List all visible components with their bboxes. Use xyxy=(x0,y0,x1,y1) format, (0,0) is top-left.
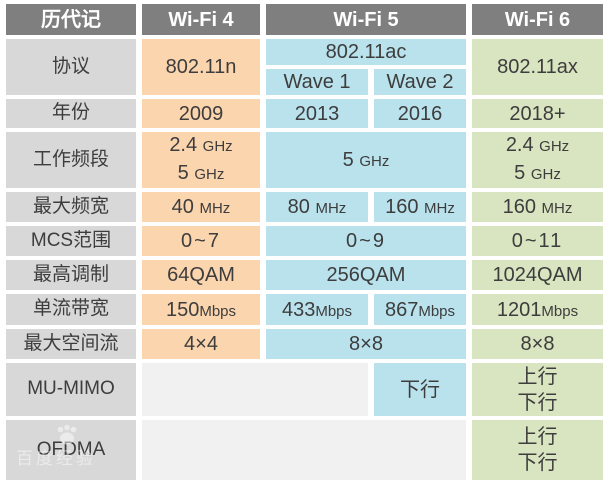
cell-spatial-wifi4: 4×4 xyxy=(142,329,260,359)
cell-mcs-wifi5: 0~9 xyxy=(266,226,466,256)
band-wifi4-line2: 5 GHz xyxy=(177,162,225,184)
cell-mcs-wifi4: 0~7 xyxy=(142,226,260,256)
row-label-mcs: MCS范围 xyxy=(6,226,136,256)
cell-bandwidth-wifi4: 40 MHz xyxy=(142,192,260,222)
cell-mcs-wifi6: 0~11 xyxy=(472,226,603,256)
cell-mumimo-wave2: 下行 xyxy=(374,363,466,416)
cell-stream-rate-wifi6: 1201Mbps xyxy=(472,294,603,325)
cell-band-wifi4: 2.4 GHz 5 GHz xyxy=(142,132,260,188)
cell-band-wifi5: 5 GHz xyxy=(266,132,466,188)
cell-modulation-wifi6: 1024QAM xyxy=(472,260,603,290)
cell-year-wifi6: 2018+ xyxy=(472,99,603,128)
cell-stream-rate-wifi4: 150Mbps xyxy=(142,294,260,325)
cell-spatial-wifi6: 8×8 xyxy=(472,329,603,359)
row-label-bandwidth: 最大频宽 xyxy=(6,192,136,222)
cell-protocol-wifi4: 802.11n xyxy=(142,39,260,95)
cell-year-wave2: 2016 xyxy=(374,99,466,128)
header-history: 历代记 xyxy=(6,4,136,35)
cell-year-wifi4: 2009 xyxy=(142,99,260,128)
band-wifi6-line2: 5 GHz xyxy=(514,162,561,184)
row-label-modulation: 最高调制 xyxy=(6,260,136,290)
row-label-year: 年份 xyxy=(6,99,136,128)
cell-mumimo-wifi6: 上行 下行 xyxy=(472,363,603,416)
cell-modulation-wifi4: 64QAM xyxy=(142,260,260,290)
cell-stream-rate-wave1: 433Mbps xyxy=(266,294,368,325)
band-wifi4-line1: 2.4 GHz xyxy=(169,134,233,156)
header-wifi6: Wi-Fi 6 xyxy=(472,4,603,35)
cell-protocol-wave2: Wave 2 xyxy=(374,69,466,95)
cell-bandwidth-wifi6: 160 MHz xyxy=(472,192,603,222)
cell-stream-rate-wave2: 867Mbps xyxy=(374,294,466,325)
cell-spatial-wifi5: 8×8 xyxy=(266,329,466,359)
cell-bandwidth-wave1: 80 MHz xyxy=(266,192,368,222)
row-label-band: 工作频段 xyxy=(6,132,136,188)
header-wifi4: Wi-Fi 4 xyxy=(142,4,260,35)
ofdma-wifi6-line1: 上行 xyxy=(517,426,558,448)
cell-protocol-wave1: Wave 1 xyxy=(266,69,368,95)
row-label-spatial: 最大空间流 xyxy=(6,329,136,359)
cell-modulation-wifi5: 256QAM xyxy=(266,260,466,290)
row-label-stream-rate: 单流带宽 xyxy=(6,294,136,325)
cell-band-wifi6: 2.4 GHz 5 GHz xyxy=(472,132,603,188)
cell-mumimo-blank xyxy=(142,363,368,416)
header-wifi5: Wi-Fi 5 xyxy=(266,4,466,35)
cell-bandwidth-wave2: 160 MHz xyxy=(374,192,466,222)
band-wifi6-line1: 2.4 GHz xyxy=(505,134,570,156)
mumimo-wifi6-line1: 上行 xyxy=(517,365,558,388)
mumimo-wifi6-line2: 下行 xyxy=(517,391,558,414)
row-label-ofdma: OFDMA xyxy=(6,420,136,480)
ofdma-wifi6-line2: 下行 xyxy=(517,452,558,474)
row-label-mumimo: MU-MIMO xyxy=(6,363,136,416)
row-label-protocol: 协议 xyxy=(6,39,136,95)
cell-protocol-wifi6: 802.11ax xyxy=(472,39,603,95)
cell-ofdma-blank xyxy=(142,420,466,480)
cell-ofdma-wifi6: 上行 下行 xyxy=(472,420,603,480)
cell-protocol-wifi5: 802.11ac xyxy=(266,39,466,65)
cell-year-wave1: 2013 xyxy=(266,99,368,128)
